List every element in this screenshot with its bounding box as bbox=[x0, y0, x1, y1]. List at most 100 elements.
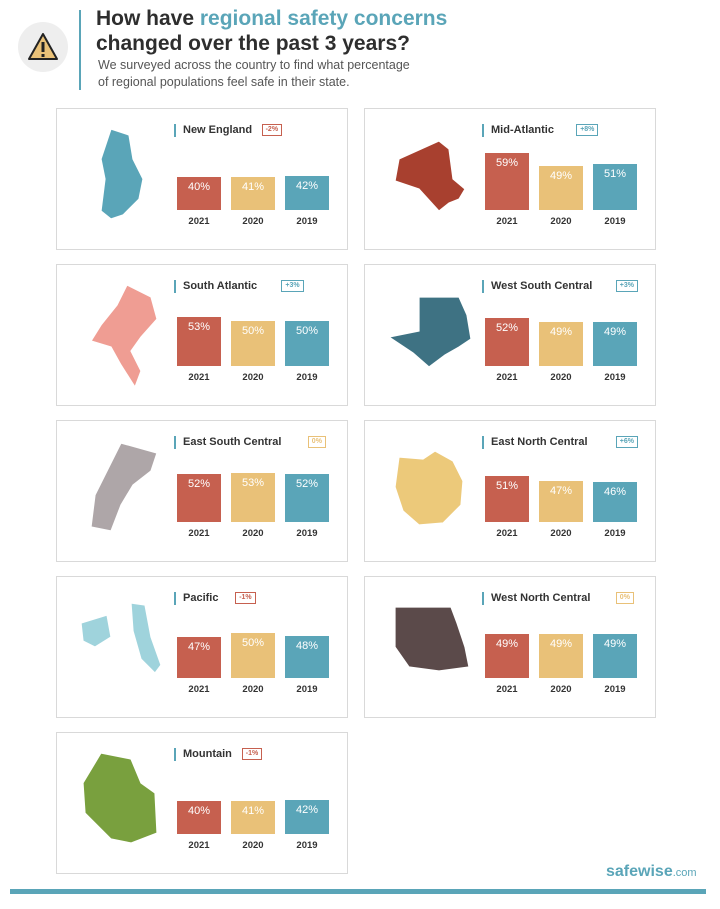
bar-value-label: 40% bbox=[187, 805, 211, 817]
bar-value-label: 49% bbox=[549, 170, 573, 183]
region-card: Mid-Atlantic +8% 59% 2021 49% 2020 51% 2019 bbox=[364, 108, 656, 250]
region-name: East North Central bbox=[482, 436, 588, 449]
year-tick-label: 2020 bbox=[242, 528, 264, 539]
region-name: South Atlantic bbox=[174, 280, 257, 293]
bar-value-label: 51% bbox=[603, 167, 627, 180]
year-tick-label: 2021 bbox=[496, 216, 518, 227]
bar bbox=[285, 175, 329, 210]
year-tick-label: 2021 bbox=[188, 840, 210, 851]
region-map-shape bbox=[394, 140, 466, 212]
title-line2: changed over the past 3 years? bbox=[96, 32, 410, 55]
bar bbox=[231, 320, 275, 366]
year-tick-label: 2021 bbox=[496, 372, 518, 383]
year-tick-label: 2020 bbox=[242, 840, 264, 851]
region-card: South Atlantic +3% 53% 2021 50% 2020 50% 2019 bbox=[56, 264, 348, 406]
bar-value-label: 52% bbox=[495, 322, 519, 335]
bar-value-label: 47% bbox=[187, 640, 211, 653]
year-tick-label: 2019 bbox=[296, 528, 318, 539]
bar-value-label: 52% bbox=[295, 478, 319, 491]
year-tick-label: 2020 bbox=[550, 528, 572, 539]
year-tick-label: 2021 bbox=[188, 372, 210, 383]
footer-divider bbox=[10, 889, 706, 894]
region-card: West South Central +3% 52% 2021 49% 2020 49% 20… bbox=[364, 264, 656, 406]
bar-value-label: 42% bbox=[295, 803, 319, 816]
region-map-icon bbox=[394, 450, 464, 526]
bar bbox=[177, 316, 221, 366]
bar-value-label: 42% bbox=[295, 179, 319, 192]
bar-value-label: 47% bbox=[549, 484, 573, 497]
region-map-shape bbox=[387, 296, 472, 368]
year-tick-label: 2019 bbox=[604, 372, 626, 383]
bar bbox=[231, 472, 275, 522]
bar-value-label: 46% bbox=[603, 486, 627, 499]
region-map-shape bbox=[394, 606, 470, 672]
bar-value-label: 41% bbox=[241, 805, 265, 817]
region-map-shape bbox=[90, 284, 158, 389]
page-subtitle: We surveyed across the country to find w… bbox=[98, 57, 410, 91]
bar bbox=[485, 318, 529, 366]
year-tick-label: 2021 bbox=[188, 528, 210, 539]
bar bbox=[485, 634, 529, 678]
region-map-icon bbox=[394, 140, 466, 212]
region-card: East North Central +6% 51% 2021 47% 2020 46% 20… bbox=[364, 420, 656, 562]
year-tick-label: 2019 bbox=[604, 528, 626, 539]
bar bbox=[231, 177, 275, 210]
bar bbox=[539, 634, 583, 678]
region-name: West South Central bbox=[482, 280, 592, 293]
year-tick-label: 2020 bbox=[550, 372, 572, 383]
year-tick-label: 2021 bbox=[188, 216, 210, 227]
year-tick-label: 2021 bbox=[496, 528, 518, 539]
bar-value-label: 49% bbox=[495, 638, 519, 651]
year-tick-label: 2020 bbox=[242, 684, 264, 695]
change-badge: +6% bbox=[615, 436, 639, 448]
bar bbox=[593, 482, 637, 522]
warning-icon bbox=[28, 33, 58, 60]
region-card: West North Central 0% 49% 2021 49% 2020 49% 201… bbox=[364, 576, 656, 718]
bar bbox=[177, 801, 221, 834]
title-highlight: regional safety concerns bbox=[199, 7, 448, 30]
bar-value-label: 49% bbox=[549, 326, 573, 339]
bar-value-label: 50% bbox=[241, 636, 265, 649]
bar bbox=[285, 474, 329, 522]
region-map-icon bbox=[80, 602, 162, 674]
bar bbox=[231, 801, 275, 834]
year-tick-label: 2020 bbox=[242, 216, 264, 227]
region-map-icon bbox=[82, 752, 158, 844]
brand-name: safewise bbox=[606, 863, 673, 880]
bar bbox=[177, 177, 221, 210]
region-map-icon bbox=[387, 296, 472, 368]
region-name: Pacific bbox=[174, 592, 218, 605]
year-tick-label: 2020 bbox=[550, 216, 572, 227]
bar bbox=[285, 799, 329, 834]
region-name: Mountain bbox=[174, 748, 232, 761]
bar bbox=[485, 475, 529, 522]
bar bbox=[539, 322, 583, 366]
page-title: How have regional safety concerns change… bbox=[96, 6, 447, 56]
region-card: East South Central 0% 52% 2021 53% 2020 52% 201… bbox=[56, 420, 348, 562]
subtitle-line1: We surveyed across the country to find w… bbox=[98, 58, 410, 72]
bar-value-label: 50% bbox=[241, 324, 265, 337]
region-map-shape bbox=[100, 128, 144, 220]
year-tick-label: 2019 bbox=[604, 216, 626, 227]
bar bbox=[177, 474, 221, 522]
bar-value-label: 59% bbox=[495, 156, 519, 169]
bar bbox=[485, 152, 529, 210]
change-badge: -2% bbox=[261, 124, 283, 136]
year-tick-label: 2019 bbox=[296, 684, 318, 695]
change-badge: 0% bbox=[615, 592, 634, 604]
region-map-icon bbox=[90, 442, 158, 532]
bar bbox=[177, 636, 221, 678]
bar bbox=[593, 163, 637, 210]
bar bbox=[285, 320, 329, 366]
year-tick-label: 2019 bbox=[296, 840, 318, 851]
bar-value-label: 48% bbox=[295, 639, 319, 652]
bar-value-label: 52% bbox=[187, 478, 211, 491]
region-name: East South Central bbox=[174, 436, 281, 449]
bar bbox=[231, 632, 275, 678]
bar bbox=[593, 322, 637, 366]
region-map-icon bbox=[90, 284, 158, 389]
bar bbox=[539, 166, 583, 210]
brand-tld: .com bbox=[672, 867, 697, 879]
bar-value-label: 40% bbox=[187, 181, 211, 193]
region-map-shape bbox=[394, 450, 464, 526]
